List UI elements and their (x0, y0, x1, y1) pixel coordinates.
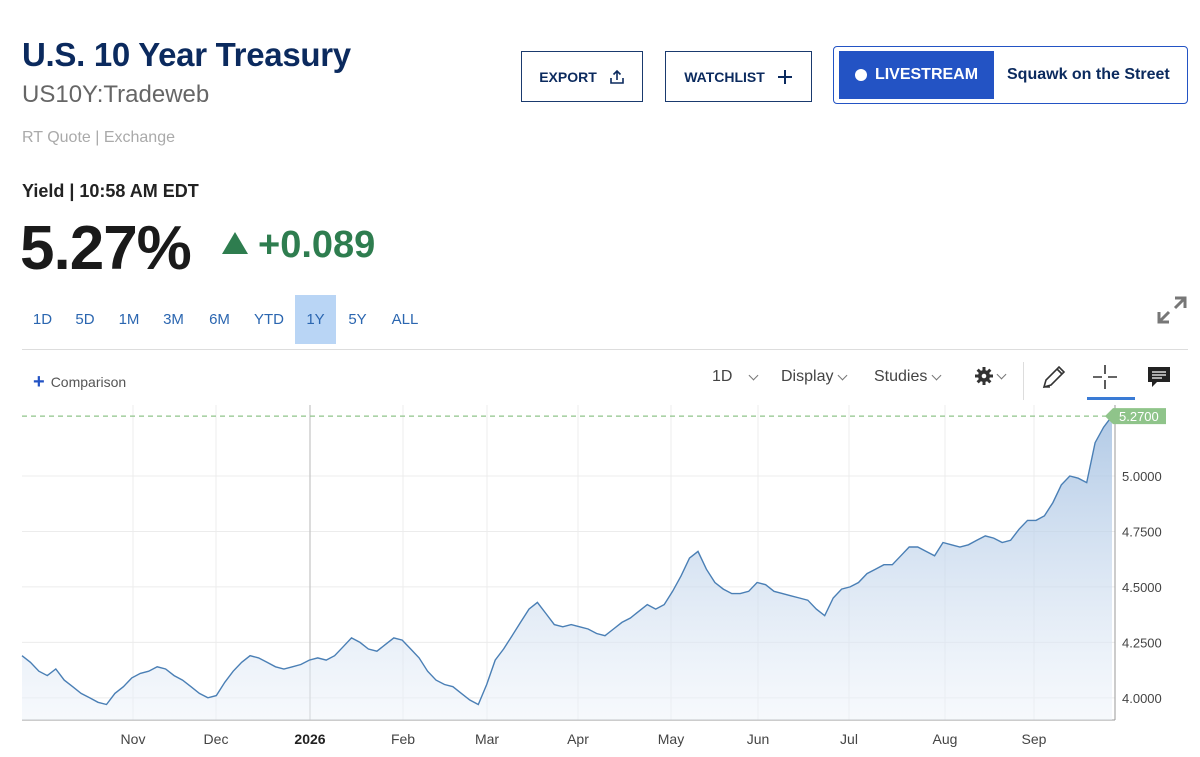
range-tab-ytd[interactable]: YTD (254, 311, 284, 328)
range-tab-all[interactable]: ALL (391, 311, 419, 328)
yield-timestamp: Yield | 10:58 AM EDT (22, 181, 199, 201)
yield-chart[interactable]: 4.0000 4.2500 4.5000 4.7500 5.0000 Nov Dec 2026… (0, 400, 1200, 757)
display-label: Display (781, 368, 834, 385)
quote-source: RT Quote | Exchange (22, 129, 175, 146)
x-tick-label: Mar (475, 731, 499, 747)
y-tick-label: 4.0000 (1122, 691, 1162, 706)
price-value: 5.27% (20, 214, 192, 283)
section-divider (22, 349, 1188, 350)
gear-icon (975, 367, 993, 385)
livestream-button[interactable]: LIVESTREAM (839, 51, 994, 99)
settings-dropdown[interactable] (974, 366, 1007, 386)
livestream-label: LIVESTREAM (874, 66, 979, 83)
y-tick-label: 4.2500 (1122, 635, 1162, 650)
range-tab-3m[interactable]: 3M (163, 311, 184, 328)
x-tick-label: Dec (204, 731, 229, 747)
pencil-icon[interactable] (1040, 363, 1068, 391)
time-range-selector: 1D 5D 1M 3M 6M YTD 1Y 5Y ALL (22, 295, 431, 344)
chart-area-fill (22, 416, 1112, 720)
range-tab-1y[interactable]: 1Y (295, 295, 336, 344)
live-dot-icon (854, 69, 867, 81)
range-tab-1d[interactable]: 1D (32, 311, 53, 328)
page-title: U.S. 10 Year Treasury (22, 36, 351, 73)
x-tick-label: Sep (1022, 731, 1047, 747)
active-tool-indicator (1087, 397, 1135, 400)
expand-icon[interactable] (1156, 295, 1188, 325)
comparison-label: Comparison (50, 374, 127, 390)
y-tick-label: 4.5000 (1122, 580, 1162, 595)
range-tab-6m[interactable]: 6M (209, 311, 230, 328)
studies-dropdown[interactable]: Studies (874, 368, 942, 386)
x-tick-label: Apr (567, 731, 589, 747)
comparison-button[interactable]: + Comparison (33, 372, 126, 392)
last-value-label: 5.2700 (1119, 409, 1159, 424)
symbol-label: US10Y:Tradeweb (22, 81, 210, 108)
x-tick-label: Jun (747, 731, 770, 747)
display-dropdown[interactable]: Display (781, 368, 848, 386)
studies-label: Studies (874, 368, 928, 385)
export-label: EXPORT (539, 68, 597, 85)
x-tick-label: 2026 (294, 731, 325, 747)
chevron-down-icon (838, 370, 848, 381)
range-tab-5d[interactable]: 5D (75, 311, 95, 328)
interval-label: 1D (712, 368, 733, 385)
comment-icon[interactable] (1145, 363, 1173, 391)
last-value-badge (1105, 408, 1166, 425)
y-tick-label: 4.7500 (1122, 524, 1162, 539)
x-tick-label: Aug (933, 731, 958, 747)
chevron-down-icon (931, 370, 942, 381)
chevron-down-icon (996, 369, 1007, 380)
price-change: +0.089 (258, 224, 376, 266)
plus-icon (777, 69, 792, 84)
range-tab-1m[interactable]: 1M (118, 311, 140, 328)
x-tick-label: Nov (121, 731, 146, 747)
interval-dropdown[interactable]: 1D (712, 368, 759, 386)
export-button[interactable]: EXPORT (521, 51, 643, 102)
plus-icon: + (33, 371, 45, 393)
range-tab-5y[interactable]: 5Y (348, 311, 367, 328)
toolbar-separator (1023, 362, 1024, 400)
x-tick-label: Feb (391, 731, 415, 747)
show-name-link[interactable]: Squawk on the Street (1007, 66, 1170, 83)
up-arrow-icon (222, 232, 248, 254)
y-tick-label: 5.0000 (1122, 469, 1162, 484)
watchlist-label: WATCHLIST (684, 68, 765, 85)
chart-series-line (21, 415, 1113, 706)
livestream-widget: LIVESTREAM Squawk on the Street (833, 46, 1188, 104)
chevron-down-icon (749, 370, 759, 381)
crosshair-icon[interactable] (1091, 363, 1119, 391)
watchlist-button[interactable]: WATCHLIST (665, 51, 812, 102)
upload-icon (609, 69, 624, 84)
x-tick-label: Jul (840, 731, 858, 747)
x-tick-label: May (658, 731, 684, 747)
